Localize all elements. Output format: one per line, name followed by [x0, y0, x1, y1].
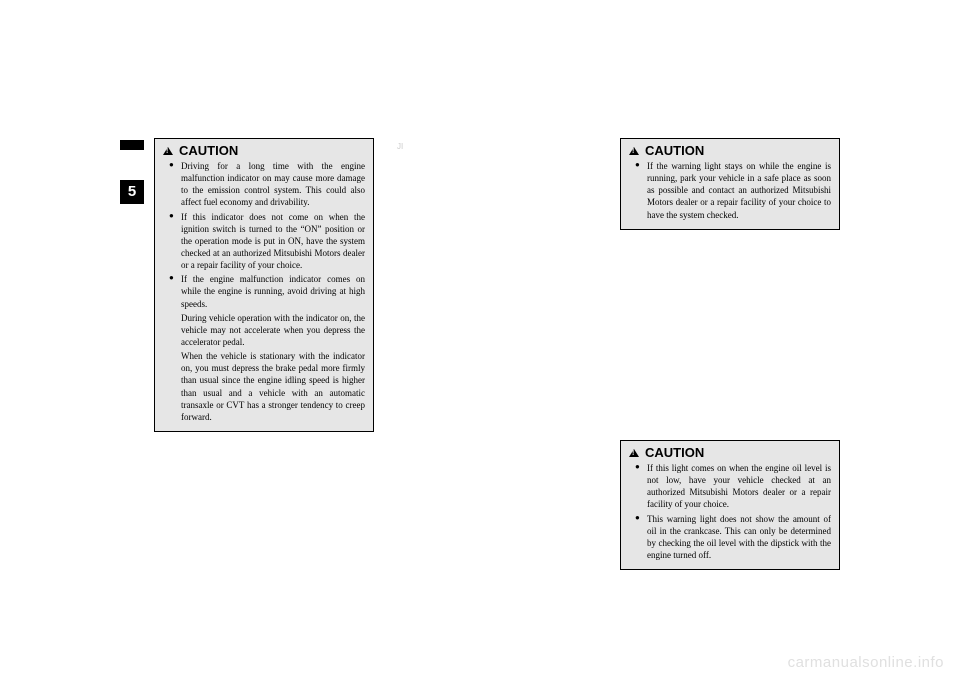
caution-header: ! CAUTION: [621, 139, 839, 160]
caution-title: CAUTION: [645, 143, 704, 158]
caution-list: If the warning light stays on while the …: [629, 160, 831, 221]
caution-box-bottom-right: ! CAUTION If this light comes on when th…: [620, 440, 840, 570]
caution-header: ! CAUTION: [155, 139, 373, 160]
side-tab-stub: [120, 140, 144, 150]
caution-item: If this light comes on when the engine o…: [639, 462, 831, 511]
chapter-number: 5: [128, 183, 136, 200]
warning-triangle-icon: !: [629, 147, 639, 155]
caution-title: CAUTION: [179, 143, 238, 158]
caution-box-left: ! CAUTION Driving for a long time with t…: [154, 138, 374, 432]
caution-body: Driving for a long time with the engine …: [155, 160, 373, 431]
caution-list: Driving for a long time with the engine …: [163, 160, 365, 423]
watermark-text: carmanualsonline.info: [788, 654, 944, 671]
warning-triangle-icon: !: [629, 449, 639, 457]
caution-body: If this light comes on when the engine o…: [621, 462, 839, 569]
caution-header: ! CAUTION: [621, 441, 839, 462]
warning-triangle-icon: !: [163, 147, 173, 155]
caution-list: If this light comes on when the engine o…: [629, 462, 831, 561]
caution-item: If this indicator does not come on when …: [173, 211, 365, 272]
caution-item: This warning light does not show the amo…: [639, 513, 831, 562]
chapter-tab: 5: [120, 180, 144, 204]
tiny-label: JI: [397, 142, 403, 151]
caution-title: CAUTION: [645, 445, 704, 460]
caution-item: Driving for a long time with the engine …: [173, 160, 365, 209]
caution-item: If the engine malfunction indicator come…: [173, 273, 365, 423]
caution-item: If the warning light stays on while the …: [639, 160, 831, 221]
caution-box-top-right: ! CAUTION If the warning light stays on …: [620, 138, 840, 230]
caution-body: If the warning light stays on while the …: [621, 160, 839, 229]
